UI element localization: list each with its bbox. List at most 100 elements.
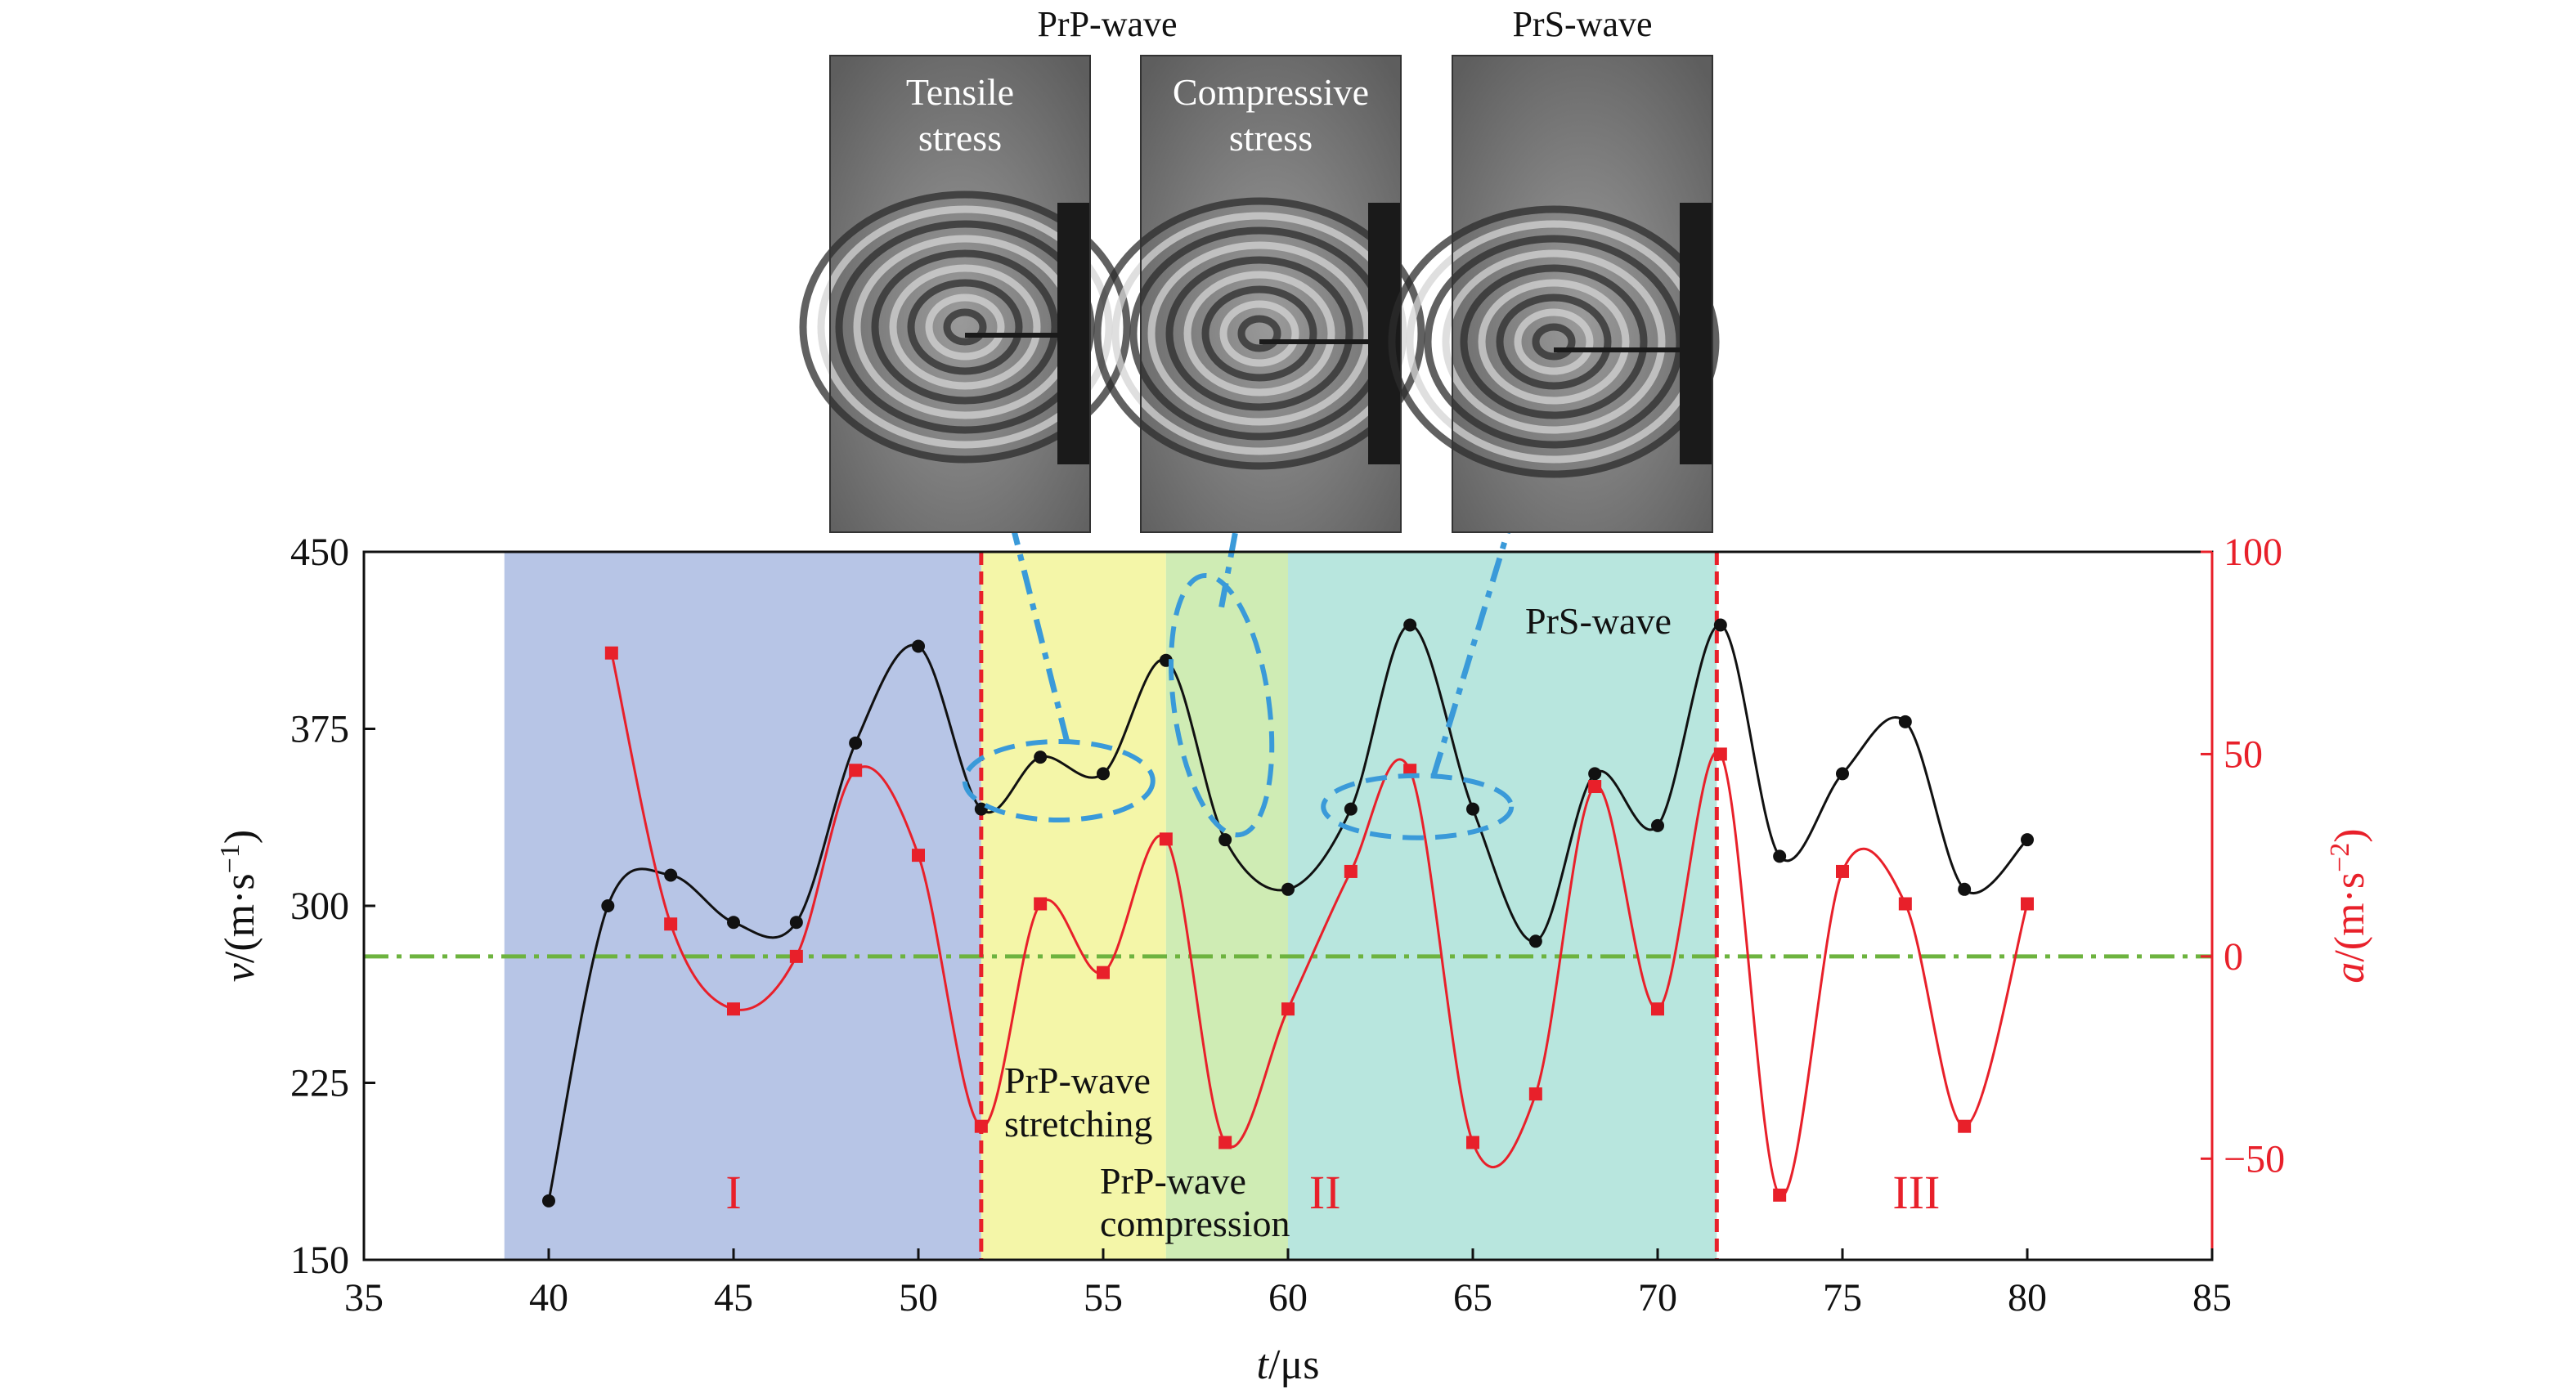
point-v-24 [2021, 833, 2034, 847]
x-tick-label: 85 [2192, 1276, 2232, 1320]
fringe-ring [1093, 197, 1425, 470]
point-v-7 [974, 802, 988, 816]
series-v [542, 618, 2034, 1208]
photo-caption-1: Tensile [906, 71, 1014, 113]
stage-region-4 [1288, 552, 1717, 1260]
point-v-22 [1898, 715, 1912, 728]
y-right-axis-sup: −2 [2325, 843, 2355, 872]
highlight-ellipse-2 [1169, 572, 1275, 838]
fringe-ring [817, 205, 1113, 449]
point-a-6 [974, 1119, 988, 1133]
y-right-axis-unit: /(m·s [2327, 872, 2373, 962]
point-v-1 [601, 899, 615, 912]
fringe-ring [1201, 285, 1317, 382]
point-a-9 [1159, 832, 1173, 846]
y-left-axis-close: ) [217, 830, 263, 844]
point-v-3 [727, 916, 740, 930]
fringe-ring [1442, 249, 1666, 434]
fringe-ring [871, 249, 1059, 405]
annotation-stretching-line1: PrP-wave [1004, 1060, 1151, 1101]
point-v-20 [1773, 849, 1787, 863]
highlight-ellipse-1 [962, 739, 1156, 823]
point-v-18 [1651, 818, 1664, 832]
y-left-tick-label: 225 [290, 1062, 349, 1105]
stage-label-2: II [1309, 1166, 1341, 1219]
point-a-7 [1034, 897, 1048, 911]
stage-label-3: III [1892, 1166, 1940, 1219]
y-left-axis-var: v [217, 962, 263, 982]
point-a-4 [849, 764, 863, 777]
photo-caption-2: stress [918, 117, 1002, 159]
stage-region-3 [1165, 552, 1288, 1260]
annotation-compression-line1: PrP-wave [1100, 1160, 1246, 1202]
stage-label-1: I [725, 1166, 741, 1219]
point-a-12 [1344, 864, 1358, 878]
point-v-12 [1281, 882, 1295, 896]
point-a-17 [1651, 1002, 1664, 1016]
point-v-4 [789, 916, 803, 930]
specimen-edge [1680, 203, 1712, 464]
point-v-13 [1344, 802, 1358, 816]
x-tick-label: 65 [1453, 1276, 1492, 1320]
point-v-21 [1836, 767, 1849, 781]
annotation-prs-wave: PrS-wave [1525, 600, 1672, 642]
fringe-ring [1532, 323, 1576, 361]
stage-region-2 [981, 552, 1166, 1260]
x-tick-label: 80 [2008, 1276, 2047, 1320]
fringe-ring [1388, 205, 1720, 478]
fringe-ring [1183, 271, 1335, 397]
fringe-ring [1147, 241, 1371, 426]
point-v-9 [1097, 767, 1110, 781]
annotation-compression-line2: compression [1100, 1203, 1290, 1244]
fringe-ring [1496, 293, 1612, 390]
y-left-axis-unit: /(m·s [217, 873, 263, 963]
point-a-16 [1588, 780, 1602, 794]
y-right-axis-close: ) [2327, 828, 2373, 842]
point-a-23 [2021, 897, 2034, 911]
fringe-ring [889, 264, 1041, 390]
photo-group-label-prs: PrS-wave [1512, 4, 1652, 44]
point-v-23 [1958, 882, 1972, 896]
point-a-2 [727, 1002, 740, 1016]
highlight-ellipses [962, 572, 1515, 840]
point-a-11 [1281, 1002, 1295, 1016]
point-a-19 [1773, 1188, 1787, 1202]
fringe-ring [1460, 264, 1648, 419]
y-right-tick-label: 50 [2224, 733, 2263, 776]
x-tick-label: 70 [1638, 1276, 1677, 1320]
point-v-14 [1403, 618, 1417, 632]
point-a-22 [1958, 1119, 1972, 1133]
y-left-tick-label: 375 [290, 708, 349, 751]
series-layer [542, 618, 2034, 1208]
fringe-ring [1111, 212, 1407, 455]
x-tick-label: 50 [899, 1276, 938, 1320]
fringe-ring [943, 308, 987, 346]
point-a-5 [912, 849, 925, 863]
x-tick-label: 45 [714, 1276, 753, 1320]
x-tick-label: 60 [1268, 1276, 1308, 1320]
x-tick-label: 75 [1823, 1276, 1862, 1320]
point-a-0 [604, 646, 618, 660]
point-a-18 [1713, 747, 1727, 761]
x-axis-label: t/μs [1256, 1342, 1319, 1388]
fringe-ring [1478, 279, 1630, 405]
y-left-tick-label: 150 [290, 1239, 349, 1282]
fringe-ring [1237, 315, 1281, 352]
point-a-20 [1836, 864, 1849, 878]
fringe-ring [1165, 256, 1353, 411]
y-left-axis-sup: −1 [215, 844, 245, 873]
photo-caption-1: Compressive [1173, 71, 1369, 113]
y-right-axis-label: a/(m·s−2) [2325, 828, 2373, 983]
photo-caption-2: stress [1229, 117, 1313, 159]
point-v-19 [1713, 618, 1727, 632]
point-a-8 [1097, 966, 1110, 979]
point-v-0 [542, 1194, 555, 1208]
y-right-tick-label: 100 [2224, 531, 2282, 574]
point-v-17 [1588, 767, 1602, 781]
y-right-axis-var: a [2327, 962, 2373, 984]
highlight-ellipse-3 [1321, 773, 1515, 840]
